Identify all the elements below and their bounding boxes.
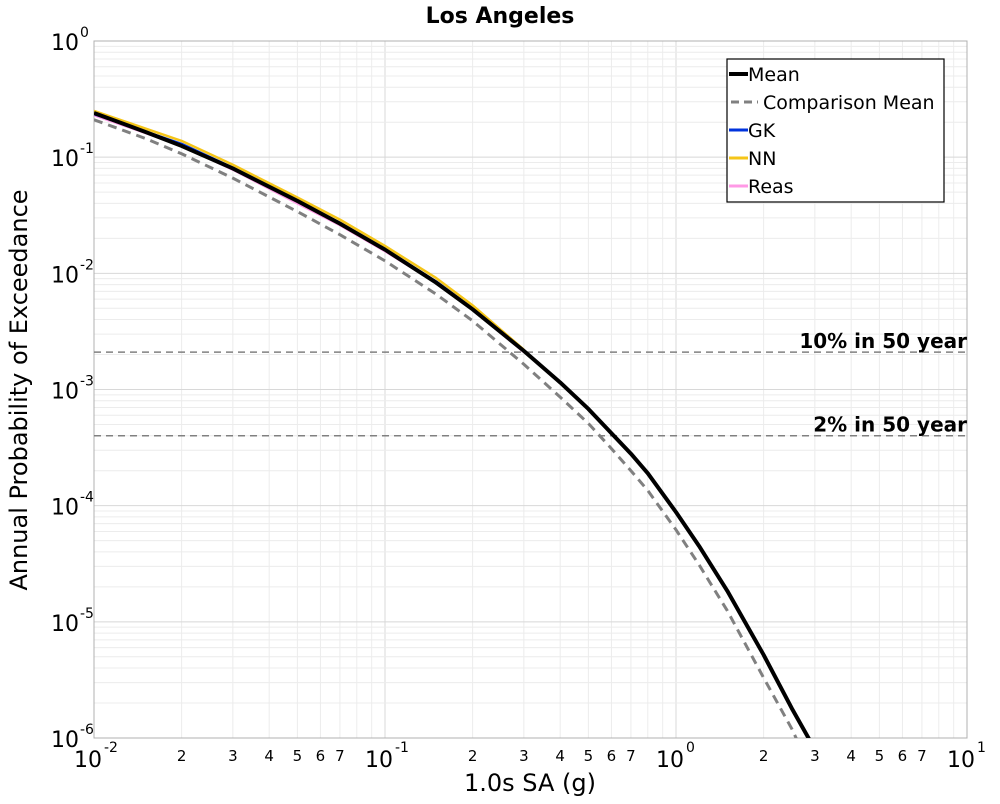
x-minor-tick-label: 4 — [264, 747, 274, 765]
reference-lines — [94, 351, 967, 437]
x-minor-tick-label: 2 — [177, 747, 187, 765]
chart-title: Los Angeles — [426, 4, 575, 29]
y-major-tick-exponent: -1 — [80, 141, 94, 157]
y-major-tick-label: 10 — [51, 728, 79, 753]
legend-entry-label: Mean — [748, 64, 800, 86]
x-minor-tick-label: 4 — [555, 747, 565, 765]
x-major-tick-label: 10 — [656, 748, 684, 773]
legend-box — [726, 58, 945, 203]
x-minor-tick-label: 7 — [626, 747, 636, 765]
y-major-tick-exponent: -2 — [80, 257, 94, 273]
x-minor-tick-label: 4 — [846, 747, 856, 765]
y-major-tick-label: 10 — [51, 31, 79, 56]
y-major-tick-label: 10 — [51, 147, 79, 172]
y-major-tick-exponent: -5 — [80, 606, 94, 622]
plot-frame — [93, 40, 968, 739]
x-minor-tick-label: 6 — [607, 747, 617, 765]
x-major-tick-label: 10 — [74, 748, 102, 773]
x-minor-tick-label: 7 — [917, 747, 927, 765]
series-layer — [94, 109, 811, 738]
x-minor-tick-label: 3 — [228, 747, 238, 765]
y-major-tick-exponent: 0 — [80, 25, 89, 41]
x-minor-tick-label: 5 — [875, 747, 885, 765]
legend-entry-label: GK — [748, 120, 776, 142]
y-major-tick-exponent: -3 — [80, 374, 94, 390]
series-line-comparison-mean — [94, 118, 798, 738]
x-minor-tick-label: 5 — [584, 747, 594, 765]
legend-entry-label: Reas — [748, 176, 794, 198]
y-major-tick-label: 10 — [51, 496, 79, 521]
y-major-tick-label: 10 — [51, 380, 79, 405]
x-major-tick-label: 10 — [365, 748, 393, 773]
y-axis-label: Annual Probability of Exceedance — [5, 189, 33, 590]
x-minor-tick-label: 6 — [898, 747, 908, 765]
x-minor-tick-label: 3 — [810, 747, 820, 765]
x-tick-labels: 10 -2 10 -1 10 0 10 12 3 4 5 6 7 2 3 4 5 6 7 2 3 4 5 6 7 — [74, 740, 986, 773]
legend-entry-label: Comparison Mean — [763, 92, 935, 114]
y-major-tick-label: 10 — [51, 612, 79, 637]
legend-entry-label: NN — [748, 148, 776, 170]
series-line-mean — [94, 111, 811, 738]
x-major-tick-exponent: -2 — [104, 740, 118, 756]
y-major-tick-label: 10 — [51, 263, 79, 288]
reference-labels: 10% in 50 year 2% in 50 year — [799, 329, 967, 437]
x-minor-tick-label: 3 — [519, 747, 529, 765]
x-major-tick-exponent: -1 — [395, 740, 409, 756]
y-major-tick-exponent: -4 — [80, 490, 94, 506]
grid-layer — [93, 41, 967, 739]
x-major-tick-exponent: 1 — [977, 740, 986, 756]
x-minor-tick-label: 6 — [316, 747, 326, 765]
x-minor-tick-label: 2 — [468, 747, 478, 765]
series-line-reas — [94, 113, 525, 354]
series-line-nn — [94, 109, 525, 351]
reference-line-label: 2% in 50 year — [813, 413, 967, 437]
x-minor-tick-label: 2 — [759, 747, 769, 765]
x-minor-tick-label: 7 — [335, 747, 345, 765]
series-line-gk — [94, 112, 525, 352]
legend: Mean Comparison Mean GK NN Reas — [726, 58, 945, 203]
x-axis-label: 1.0s SA (g) — [464, 769, 596, 797]
reference-line-label: 10% in 50 year — [799, 329, 967, 353]
x-minor-tick-label: 5 — [293, 747, 303, 765]
x-major-tick-label: 10 — [947, 748, 975, 773]
y-major-tick-exponent: -6 — [80, 722, 94, 738]
x-major-tick-exponent: 0 — [686, 740, 695, 756]
